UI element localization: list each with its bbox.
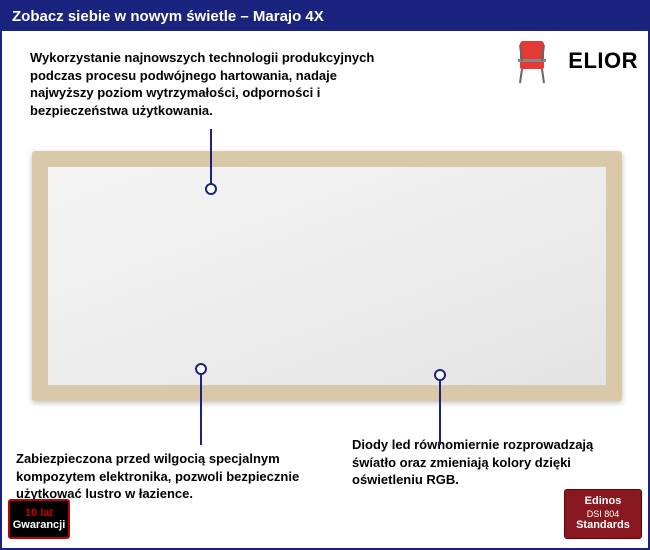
callout-line xyxy=(439,381,441,445)
callout-marker xyxy=(205,183,217,195)
callout-bottom-right: Diody led równomiernie rozprowadzają śwí… xyxy=(352,436,632,489)
callout-line xyxy=(200,375,202,445)
warranty-badge: 10 lat Gwarancji xyxy=(8,499,70,539)
callout-top: Wykorzystanie najnowszych technologii pr… xyxy=(30,49,400,119)
callout-bottom-left: Zabiezpieczona przed wilgocią specjalnym… xyxy=(16,450,306,503)
warranty-label: Gwarancji xyxy=(13,519,66,531)
callout-marker xyxy=(195,363,207,375)
header-bar: Zobacz siebie w nowym świetle – Marajo 4… xyxy=(2,2,648,31)
callout-line xyxy=(210,129,212,185)
standards-badge: Edinos DSI 804 Standards xyxy=(564,489,642,539)
standards-code: DSI 804 xyxy=(587,509,620,520)
header-title: Zobacz siebie w nowym świetle – Marajo 4… xyxy=(12,8,324,25)
callout-marker xyxy=(434,369,446,381)
brand-logo: ELIOR xyxy=(512,37,638,85)
standards-label: Standards xyxy=(576,519,630,532)
warranty-years: 10 lat xyxy=(25,507,53,519)
mirror-glass xyxy=(48,167,606,385)
infographic-container: Zobacz siebie w nowym świetle – Marajo 4… xyxy=(0,0,650,550)
chair-icon xyxy=(512,37,560,85)
brand-name: ELIOR xyxy=(568,48,638,74)
product-mirror xyxy=(32,151,622,401)
content-area: ELIOR Wykorzystanie najnowszych technolo… xyxy=(2,31,648,545)
standards-brand: Edinos xyxy=(585,495,622,508)
